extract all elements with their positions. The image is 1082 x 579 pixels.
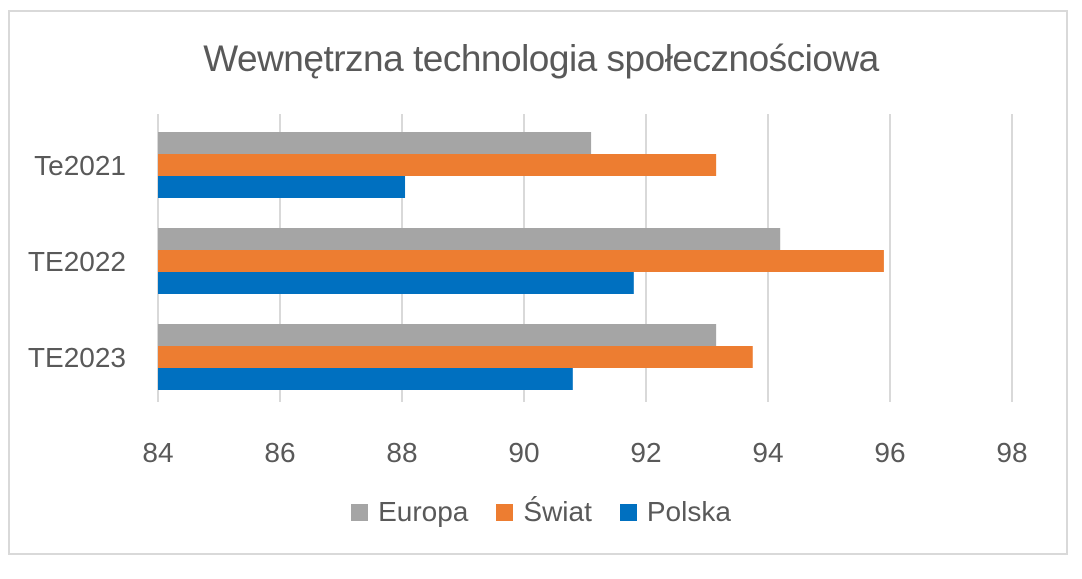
bar-polska-te2023 — [158, 368, 573, 390]
legend-swatch — [619, 503, 637, 521]
legend-label: Świat — [523, 496, 592, 527]
legend-swatch — [351, 503, 369, 521]
bar-europa-te2021 — [158, 132, 592, 154]
category-label: TE2023 — [28, 342, 126, 373]
legend-item-świat: Świat — [496, 496, 592, 528]
legend: Europa Świat Polska — [0, 496, 1082, 528]
legend-swatch — [496, 503, 514, 521]
legend-item-polska: Polska — [619, 496, 731, 528]
bar-polska-te2021 — [158, 176, 406, 198]
bar-świat-te2023 — [158, 346, 753, 368]
bar-polska-te2022 — [158, 272, 634, 294]
x-tick-label: 98 — [996, 437, 1027, 468]
legend-label: Polska — [646, 496, 731, 527]
category-label: Te2021 — [34, 150, 126, 181]
chart-title: Wewnętrzna technologia społecznościowa — [203, 38, 879, 79]
legend-item-europa: Europa — [351, 496, 468, 528]
x-tick-label: 96 — [874, 437, 905, 468]
bar-europa-te2022 — [158, 228, 781, 250]
category-label: TE2022 — [28, 246, 126, 277]
x-tick-label: 92 — [630, 437, 661, 468]
x-tick-label: 90 — [508, 437, 539, 468]
bar-świat-te2021 — [158, 154, 717, 176]
x-tick-label: 94 — [752, 437, 783, 468]
legend-label: Europa — [378, 496, 469, 527]
x-tick-label: 84 — [142, 437, 173, 468]
x-tick-label: 88 — [386, 437, 417, 468]
x-tick-label: 86 — [264, 437, 295, 468]
bar-świat-te2022 — [158, 250, 884, 272]
bar-europa-te2023 — [158, 324, 717, 346]
